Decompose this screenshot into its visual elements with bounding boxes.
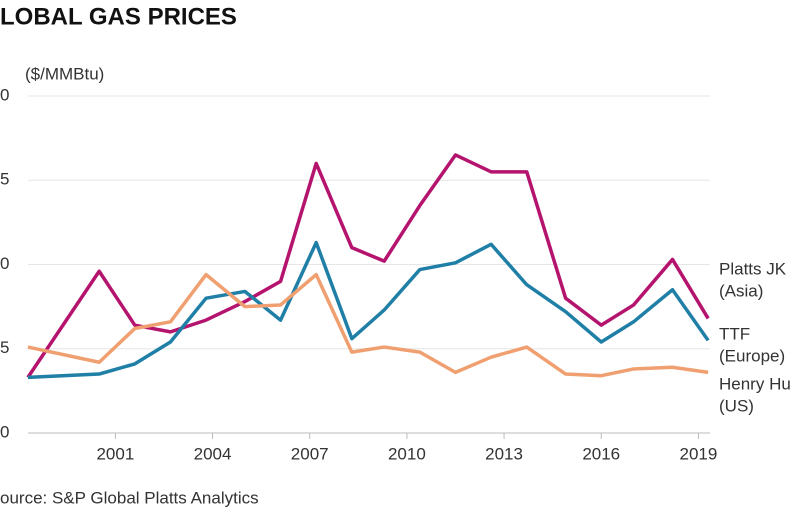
x-tick-label: 2010	[388, 444, 426, 463]
x-tick-label: 2007	[291, 444, 329, 463]
y-tick-label: 5	[0, 338, 9, 357]
y-tick-label: 0	[0, 422, 9, 441]
legend-sublabel: (Europe)	[719, 346, 785, 365]
legend-sublabel: (US)	[719, 396, 754, 415]
legend-label: Henry Hu	[719, 374, 791, 393]
x-tick-label: 2016	[582, 444, 620, 463]
y-tick-label: 5	[0, 170, 9, 189]
source: ource: S&P Global Platts Analytics	[0, 488, 259, 507]
x-tick-label: 2004	[194, 444, 232, 463]
legend-sublabel: (Asia)	[719, 281, 763, 300]
y-tick-label: 0	[0, 254, 9, 273]
y-axis-label: ($/MMBtu)	[25, 64, 104, 83]
series-line	[26, 153, 710, 379]
y-tick-label: 0	[0, 85, 9, 104]
legend-label: Platts JK	[719, 259, 787, 278]
chart-title: LOBAL GAS PRICES	[0, 3, 237, 30]
series-line	[27, 240, 710, 380]
x-tick-label: 2019	[679, 444, 717, 463]
legend-label: TTF	[719, 324, 750, 343]
x-tick-label: 2013	[485, 444, 523, 463]
series-line	[27, 272, 709, 378]
x-tick-label: 2001	[96, 444, 134, 463]
